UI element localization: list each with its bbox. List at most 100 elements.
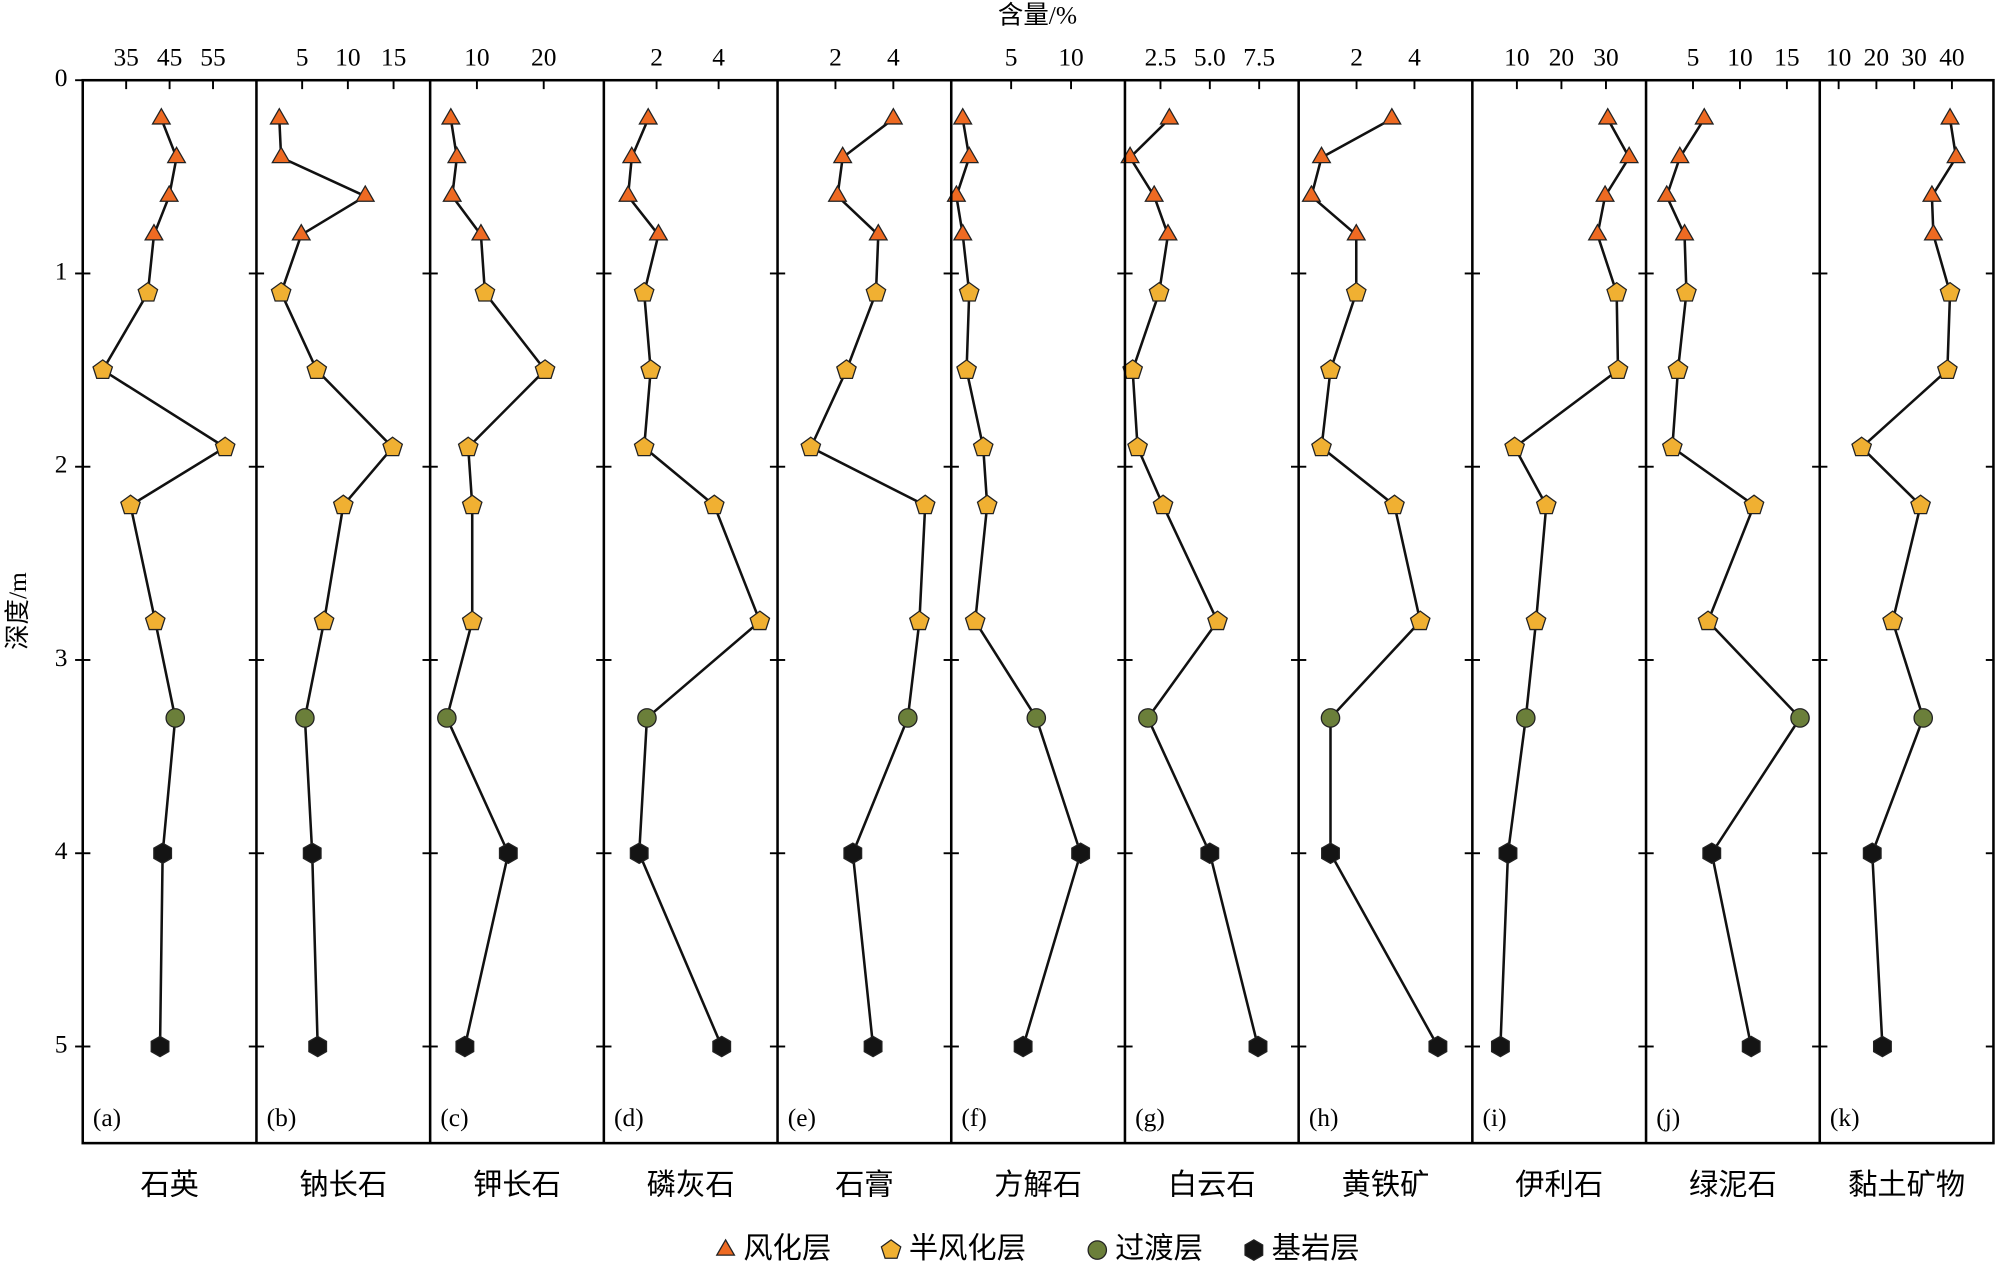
x-tick-label: 5.0 [1194, 43, 1226, 72]
data-point [461, 610, 483, 631]
data-point [382, 436, 404, 457]
data-point [638, 107, 659, 125]
data-point [952, 107, 973, 125]
legend-label: 过渡层 [1115, 1232, 1203, 1265]
x-tick-label: 10 [464, 43, 489, 72]
x-tick-label: 10 [1727, 43, 1752, 72]
profile-line [100, 118, 228, 1047]
data-point [1428, 1035, 1448, 1058]
x-tick-label: 5 [1687, 43, 1700, 72]
data-point [470, 223, 491, 241]
data-point [1535, 494, 1557, 515]
data-point [1384, 494, 1405, 515]
x-tick-label: 5 [296, 43, 309, 72]
data-point [1607, 359, 1629, 379]
data-point [1321, 842, 1340, 865]
data-point [1923, 223, 1944, 241]
data-point [437, 708, 457, 728]
data-point [1675, 281, 1697, 302]
data-point [964, 610, 986, 631]
data-point [1913, 708, 1934, 728]
data-point [92, 359, 114, 379]
panel-label: (i) [1483, 1103, 1507, 1132]
data-point [956, 359, 978, 379]
x-tick-label: 30 [1593, 43, 1618, 72]
data-point [498, 842, 518, 865]
data-point [440, 107, 461, 125]
x-tick-label: 4 [887, 43, 900, 72]
data-point [1661, 436, 1683, 457]
x-tick-label: 5 [1005, 43, 1018, 72]
data-point [832, 146, 853, 164]
data-point [1498, 842, 1518, 865]
data-point [1071, 842, 1091, 865]
data-point [1619, 146, 1640, 164]
data-point [1144, 184, 1165, 202]
profile-line [809, 117, 927, 1047]
panel-title: 石英 [140, 1168, 199, 1201]
data-point [958, 281, 980, 302]
panel-label: (a) [93, 1103, 121, 1132]
data-point [1301, 184, 1322, 202]
data-point [1606, 281, 1628, 302]
data-point [1504, 436, 1526, 457]
data-point [137, 281, 159, 302]
panel-label: (b) [267, 1103, 297, 1132]
data-point [1409, 610, 1431, 631]
data-point [836, 359, 857, 379]
data-point [1515, 708, 1536, 728]
legend-marker [715, 1238, 736, 1256]
data-point [1694, 107, 1715, 125]
data-point [1597, 107, 1618, 125]
data-point [1790, 708, 1810, 728]
data-point [640, 359, 662, 379]
data-point [1311, 436, 1332, 457]
data-point [474, 281, 496, 302]
legend-marker [1087, 1240, 1108, 1260]
data-point [1148, 281, 1170, 302]
x-tick-label: 7.5 [1243, 43, 1275, 72]
panel-title: 白云石 [1168, 1168, 1256, 1201]
y-axis-title: 深度/m [3, 572, 32, 650]
x-tick-label: 35 [113, 43, 138, 72]
panel-title: 黄铁矿 [1342, 1168, 1430, 1201]
data-point [1851, 436, 1873, 457]
x-tick-label: 2 [650, 43, 663, 72]
panel-title: 黏土矿物 [1848, 1168, 1965, 1201]
x-tick-label: 30 [1901, 43, 1926, 72]
legend-label: 基岩层 [1272, 1232, 1360, 1265]
data-point [1200, 842, 1220, 865]
data-point [629, 842, 649, 865]
data-point [461, 494, 483, 515]
legend-label: 风化层 [743, 1232, 831, 1265]
data-point [1490, 1035, 1510, 1058]
data-point [1939, 281, 1961, 302]
data-point [1158, 223, 1178, 241]
panel-label: (j) [1656, 1103, 1680, 1132]
data-point [1882, 610, 1904, 631]
data-point [332, 494, 354, 515]
panel-label: (h) [1309, 1103, 1339, 1132]
profile-line [1499, 118, 1631, 1047]
data-point [1311, 146, 1332, 164]
panel-title: 方解石 [994, 1168, 1082, 1201]
y-tick-label: 0 [55, 63, 68, 92]
plot-frame [81, 78, 1995, 1145]
data-point [952, 223, 973, 241]
panel-title: 磷灰石 [647, 1168, 735, 1201]
data-point [621, 146, 642, 164]
data-point [863, 1035, 883, 1058]
data-point [908, 610, 930, 631]
legend-marker [1244, 1239, 1264, 1261]
data-point [1248, 1035, 1268, 1058]
data-point [1674, 223, 1695, 241]
data-point [712, 1035, 732, 1058]
panel-title: 石膏 [835, 1168, 894, 1201]
x-tick-label: 2 [1350, 43, 1363, 72]
data-point [976, 494, 998, 515]
data-point [291, 223, 312, 241]
data-point [1946, 146, 1966, 164]
data-point [827, 184, 848, 202]
data-point [1743, 494, 1765, 515]
